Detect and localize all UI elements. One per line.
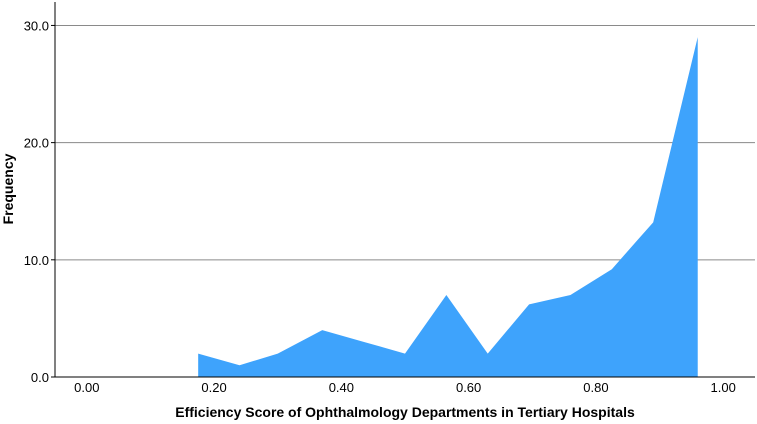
y-axis-title: Frequency [0,153,16,224]
x-tick-labels: 0.00 0.20 0.40 0.60 0.80 1.00 [74,380,736,395]
y-tick-label-2: 20.0 [24,136,49,151]
gridlines [55,24,755,261]
x-axis-title: Efficiency Score of Ophthalmology Depart… [175,404,635,420]
y-tick-label-0: 0.0 [31,370,49,385]
x-tick-label-0: 0.00 [74,380,99,395]
y-tick-label-3: 30.0 [24,18,49,33]
x-tick-label-1: 0.20 [201,380,226,395]
y-tick-label-1: 10.0 [24,253,49,268]
x-tick-label-3: 0.60 [456,380,481,395]
x-tick-label-4: 0.80 [583,380,608,395]
frequency-area [198,37,698,377]
x-tick-label-2: 0.40 [329,380,354,395]
y-tick-labels: 0.0 10.0 20.0 30.0 [24,18,55,385]
x-tick-label-5: 1.00 [711,380,736,395]
